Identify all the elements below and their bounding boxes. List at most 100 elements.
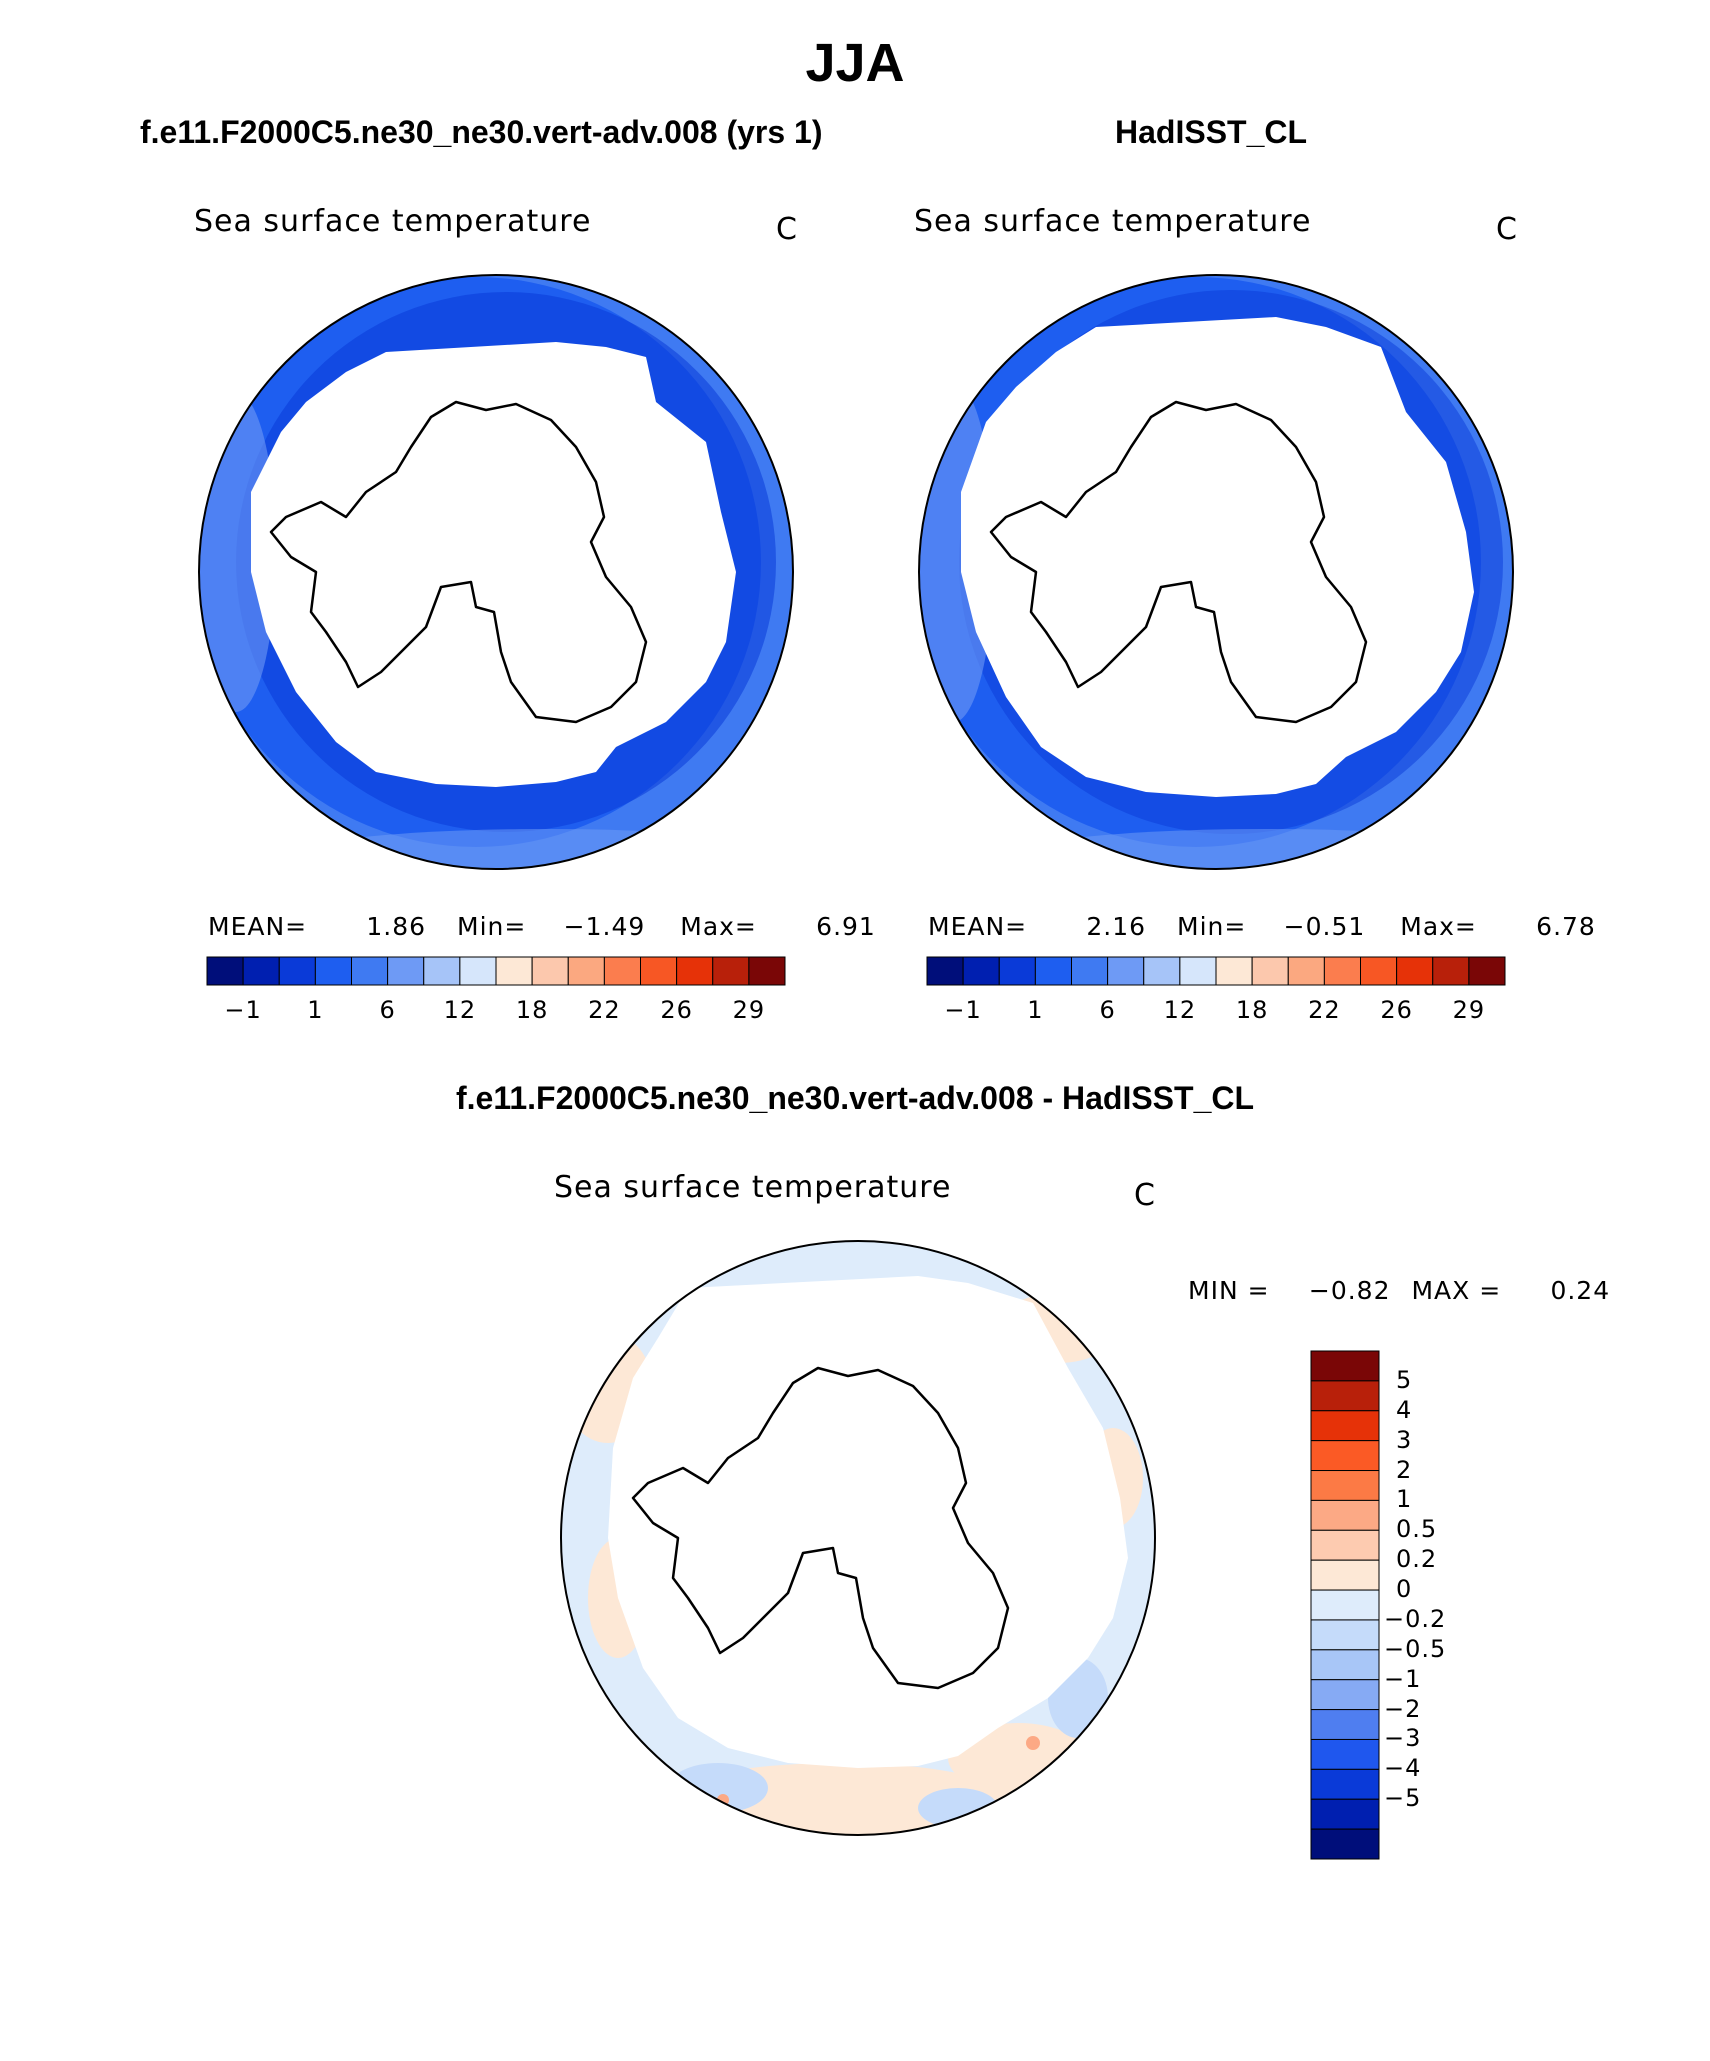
colorbar-segment — [1310, 1589, 1380, 1621]
units-model: C — [776, 212, 798, 247]
colorbar-tick-label: −2 — [1384, 1694, 1422, 1723]
colorbar-tick-label: 18 — [1235, 996, 1269, 1024]
colorbar-tick-label: 12 — [443, 996, 477, 1024]
colorbar-segment — [1310, 1679, 1380, 1711]
page-title: JJA — [805, 33, 905, 93]
colorbar-segment — [1215, 956, 1253, 986]
max-value: 0.24 — [1550, 1276, 1611, 1305]
colorbar-segment — [1071, 956, 1109, 986]
colorbar-segment — [1468, 956, 1506, 986]
colorbar-segment — [1143, 956, 1181, 986]
min-label: MIN = — [1188, 1276, 1270, 1305]
colorbar-tick-label: −5 — [1384, 1784, 1422, 1813]
colorbar-segment — [962, 956, 1000, 986]
min-value: −0.82 — [1308, 1276, 1391, 1305]
map-obs — [918, 274, 1514, 870]
colorbar-difference — [1310, 1350, 1380, 1860]
colorbar-tick-label: 22 — [1308, 996, 1341, 1024]
colorbar-segment — [1432, 956, 1470, 986]
colorbar-segment — [278, 956, 316, 986]
colorbar-tick-label: 6 — [1099, 996, 1116, 1024]
min-value: −0.51 — [1283, 912, 1366, 941]
colorbar-segment — [926, 956, 964, 986]
colorbar-segment — [1310, 1410, 1380, 1442]
colorbar-tick-label: 29 — [732, 996, 766, 1024]
colorbar-segment — [1310, 1709, 1380, 1740]
colorbar-tick-label: 1 — [1396, 1485, 1413, 1514]
colorbar-segment — [1310, 1619, 1380, 1651]
variable-title-obs: Sea surface temperature — [914, 204, 1312, 239]
colorbar-segment — [1287, 956, 1325, 986]
colorbar-tick-label: 5 — [1396, 1365, 1413, 1394]
colorbar-obs — [926, 956, 1506, 986]
max-value: 6.91 — [816, 912, 876, 941]
colorbar-model-labels: −1 1 6 12 18 22 26 29 — [206, 996, 786, 1026]
colorbar-segment — [1251, 956, 1289, 986]
colorbar-segment — [712, 956, 750, 986]
min-label: Min= — [457, 912, 527, 941]
colorbar-segment — [1310, 1798, 1380, 1830]
panel-title-obs: HadISST_CL — [1115, 114, 1308, 150]
colorbar-tick-label: 12 — [1163, 996, 1197, 1024]
colorbar-tick-label: −1 — [224, 996, 262, 1024]
diff-stats: MIN = −0.82 MAX = 0.24 — [1188, 1276, 1610, 1305]
colorbar-tick-label: 29 — [1452, 996, 1486, 1024]
colorbar-segment — [1310, 1350, 1380, 1382]
colorbar-segment — [640, 956, 678, 986]
diff-variable-title: Sea surface temperature — [554, 1170, 952, 1205]
colorbar-tick-label: 6 — [379, 996, 396, 1024]
colorbar-segment — [1310, 1649, 1380, 1681]
colorbar-segment — [351, 956, 389, 986]
colorbar-tick-label: 1 — [307, 996, 324, 1024]
colorbar-segment — [1310, 1828, 1380, 1860]
min-value: −1.49 — [563, 912, 646, 941]
colorbar-segment — [1310, 1768, 1380, 1800]
colorbar-segment — [1310, 1499, 1380, 1531]
colorbar-tick-label: 4 — [1396, 1395, 1413, 1424]
colorbar-tick-label: 0.5 — [1396, 1515, 1438, 1544]
colorbar-segment — [1310, 1440, 1380, 1472]
colorbar-segment — [1310, 1380, 1380, 1412]
colorbar-tick-label: −0.5 — [1384, 1634, 1447, 1663]
colorbar-segment — [1396, 956, 1434, 986]
colorbar-segment — [206, 956, 244, 986]
colorbar-tick-label: −0.2 — [1384, 1604, 1447, 1633]
colorbar-tick-label: 22 — [588, 996, 621, 1024]
max-label: Max= — [680, 912, 757, 941]
colorbar-segment — [459, 956, 497, 986]
colorbar-tick-label: 2 — [1396, 1455, 1413, 1484]
mean-label: MEAN= — [928, 912, 1028, 941]
colorbar-segment — [676, 956, 714, 986]
colorbar-tick-label: 0 — [1396, 1575, 1413, 1604]
colorbar-segment — [1360, 956, 1398, 986]
colorbar-tick-label: 3 — [1396, 1425, 1413, 1454]
colorbar-segment — [567, 956, 605, 986]
mean-value: 1.86 — [366, 912, 427, 941]
panel-title-model: f.e11.F2000C5.ne30_ne30.vert-adv.008 (yr… — [140, 114, 823, 150]
colorbar-segment — [531, 956, 569, 986]
colorbar-segment — [603, 956, 641, 986]
stats-obs: MEAN= 2.16 Min= −0.51 Max= 6.78 — [928, 912, 1596, 941]
colorbar-segment — [1179, 956, 1217, 986]
colorbar-tick-label: −3 — [1384, 1724, 1422, 1753]
colorbar-difference-labels: 5 4 3 2 1 0.5 0.2 0 −0.2 −0.5 −1 −2 −3 −4 −5 — [1384, 1350, 1512, 1860]
diff-units: C — [1134, 1178, 1156, 1213]
colorbar-segment — [998, 956, 1036, 986]
colorbar-segment — [387, 956, 425, 986]
colorbar-segment — [314, 956, 352, 986]
colorbar-tick-label: 26 — [660, 996, 693, 1024]
colorbar-tick-label: −1 — [1384, 1664, 1422, 1693]
min-label: Min= — [1177, 912, 1247, 941]
colorbar-segment — [1310, 1470, 1380, 1501]
stats-model: MEAN= 1.86 Min= −1.49 Max= 6.91 — [208, 912, 876, 941]
colorbar-tick-label: −1 — [944, 996, 982, 1024]
colorbar-segment — [1323, 956, 1361, 986]
colorbar-segment — [1310, 1559, 1380, 1591]
colorbar-segment — [748, 956, 786, 986]
mean-label: MEAN= — [208, 912, 308, 941]
max-value: 6.78 — [1536, 912, 1596, 941]
colorbar-segment — [423, 956, 461, 986]
colorbar-tick-label: 0.2 — [1396, 1545, 1438, 1574]
colorbar-model — [206, 956, 786, 986]
map-difference — [560, 1240, 1156, 1836]
